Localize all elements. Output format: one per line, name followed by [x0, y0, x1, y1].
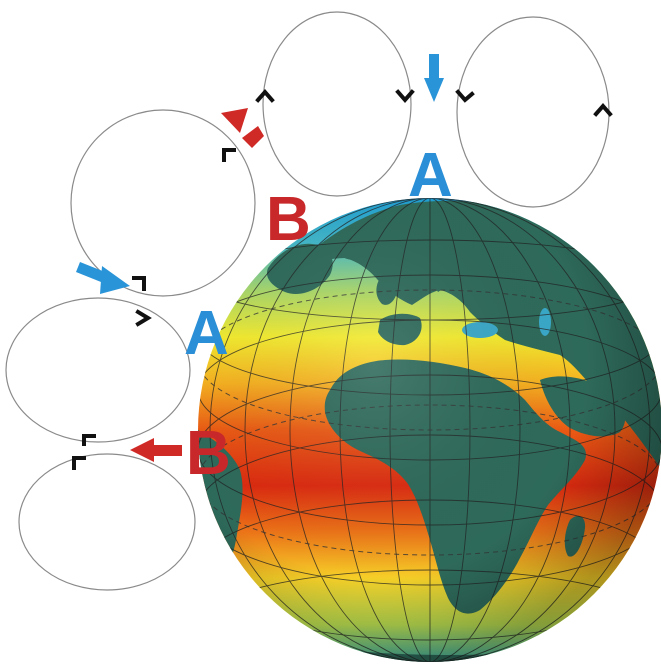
- low-pressure-label: B: [266, 185, 311, 254]
- direction-chevrons: [72, 88, 613, 470]
- earth-globe-icon: [198, 198, 661, 662]
- direction-chevron-icon: [222, 148, 236, 162]
- wind-arrow-icon: [76, 262, 130, 294]
- direction-chevron-icon: [455, 89, 475, 103]
- circulation-cells: [5, 11, 610, 591]
- direction-chevron-icon: [593, 102, 613, 117]
- direction-chevron-icon: [135, 309, 152, 327]
- direction-chevron-icon: [82, 434, 96, 446]
- pressure-labels: A B A B: [184, 141, 453, 488]
- circulation-cell-polar-right: [456, 16, 610, 208]
- high-pressure-label: A: [408, 141, 453, 210]
- low-pressure-label: B: [186, 419, 231, 488]
- circulation-cell-hadley-north: [5, 297, 191, 443]
- circulation-cell-hadley-south: [18, 453, 196, 591]
- wind-arrow-icon: [424, 54, 444, 102]
- direction-chevron-icon: [395, 89, 415, 104]
- high-pressure-label: A: [184, 299, 229, 368]
- direction-chevron-icon: [72, 456, 86, 470]
- circulation-cell-polar-left: [262, 11, 412, 197]
- wind-arrows: [76, 54, 444, 462]
- wind-arrow-icon: [130, 438, 182, 462]
- direction-chevron-icon: [255, 88, 275, 103]
- direction-chevron-icon: [132, 276, 146, 291]
- circulation-cell-ferrel-north: [70, 109, 256, 297]
- wind-arrow-icon: [221, 108, 264, 148]
